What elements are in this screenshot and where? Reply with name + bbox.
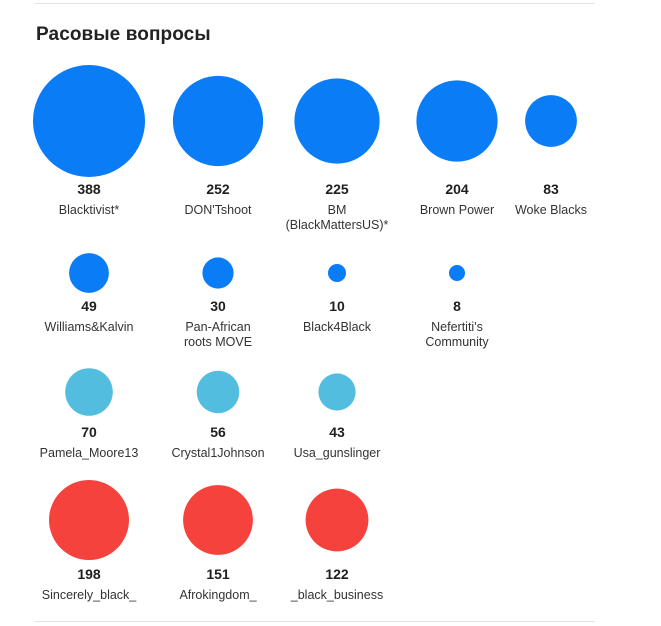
bubble — [183, 485, 253, 555]
bubble-label: Afrokingdom_ — [179, 588, 257, 602]
bubble — [33, 65, 145, 177]
bubble-value: 43 — [329, 424, 345, 440]
bubble — [69, 253, 109, 293]
bubble-label: Usa_gunslinger — [294, 446, 381, 460]
bubble-value: 83 — [543, 181, 559, 197]
top-divider — [35, 3, 595, 4]
bubble — [65, 368, 113, 416]
bubble — [202, 257, 234, 289]
bubble-value: 56 — [210, 424, 226, 440]
bubble — [416, 80, 498, 162]
bubble-value: 252 — [206, 181, 230, 197]
bottom-divider — [35, 621, 595, 622]
bubble — [305, 488, 369, 552]
bubble-value: 70 — [81, 424, 97, 440]
bubble — [328, 264, 346, 282]
bubble-value: 30 — [210, 298, 226, 314]
bubble-label: Crystal1Johnson — [171, 446, 264, 460]
bubble-label: roots MOVE — [184, 335, 252, 349]
bubble-value: 151 — [206, 566, 230, 582]
bubble-value: 8 — [453, 298, 461, 314]
bubble-label: Nefertiti's — [431, 320, 483, 334]
bubble-value: 122 — [325, 566, 349, 582]
bubble-label: Williams&Kalvin — [45, 320, 134, 334]
bubble — [172, 75, 264, 167]
bubble-label: Brown Power — [420, 203, 494, 217]
bubble-value: 204 — [445, 181, 469, 197]
bubble — [449, 265, 465, 281]
bubble-label: DON'Tshoot — [185, 203, 253, 217]
bubble-label: BM — [328, 203, 347, 217]
bubble — [294, 78, 380, 164]
bubble-value: 225 — [325, 181, 349, 197]
bubble-label: _black_business — [290, 588, 383, 602]
bubble-label: Blacktivist* — [59, 203, 120, 217]
bubble — [525, 95, 577, 147]
bubble — [196, 370, 240, 414]
bubble-value: 10 — [329, 298, 345, 314]
bubble — [318, 373, 356, 411]
chart-title: Расовые вопросы — [36, 24, 211, 45]
bubble-value: 49 — [81, 298, 97, 314]
bubble-label: Woke Blacks — [515, 203, 587, 217]
bubble-label: Pan-African — [185, 320, 250, 334]
bubble — [49, 480, 129, 560]
bubble-label: Pamela_Moore13 — [40, 446, 139, 460]
bubble-value: 388 — [77, 181, 101, 197]
bubble-label: Black4Black — [303, 320, 372, 334]
bubble-label: Sincerely_black_ — [42, 588, 138, 602]
bubble-label: (BlackMattersUS)* — [286, 218, 389, 232]
bubble-label: Community — [425, 335, 489, 349]
bubble-value: 198 — [77, 566, 101, 582]
